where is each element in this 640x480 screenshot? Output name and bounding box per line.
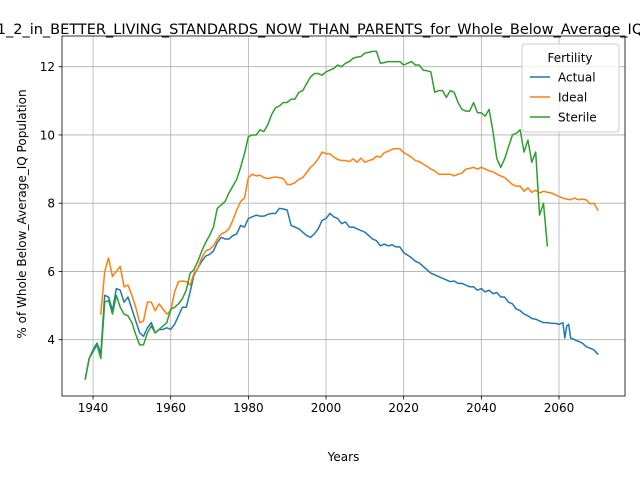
x-tick-label: 1960 — [155, 401, 186, 415]
legend-label-ideal: Ideal — [558, 90, 587, 104]
x-tick-label: 2040 — [466, 401, 497, 415]
legend-title: Fertility — [547, 51, 592, 65]
x-tick-label: 2060 — [544, 401, 575, 415]
legend-label-sterile: Sterile — [558, 110, 597, 124]
x-tick-label: 1980 — [233, 401, 264, 415]
legend: Fertility Actual Ideal Sterile — [522, 44, 619, 132]
x-axis-label: Years — [327, 450, 360, 464]
y-tick-label: 10 — [40, 128, 55, 142]
chart-title: 1_2_in_BETTER_LIVING_STANDARDS_NOW_THAN_… — [0, 22, 640, 38]
x-tick-label: 2000 — [311, 401, 342, 415]
x-tick-label: 1940 — [78, 401, 109, 415]
legend-label-actual: Actual — [558, 70, 596, 84]
y-tick-label: 4 — [47, 333, 55, 347]
y-tick-label: 12 — [40, 60, 55, 74]
y-axis-label: % of Whole Below_Average_IQ Population — [15, 89, 29, 338]
y-tick-label: 8 — [47, 197, 55, 211]
x-tick-label: 2020 — [388, 401, 419, 415]
y-tick-label: 6 — [47, 265, 55, 279]
